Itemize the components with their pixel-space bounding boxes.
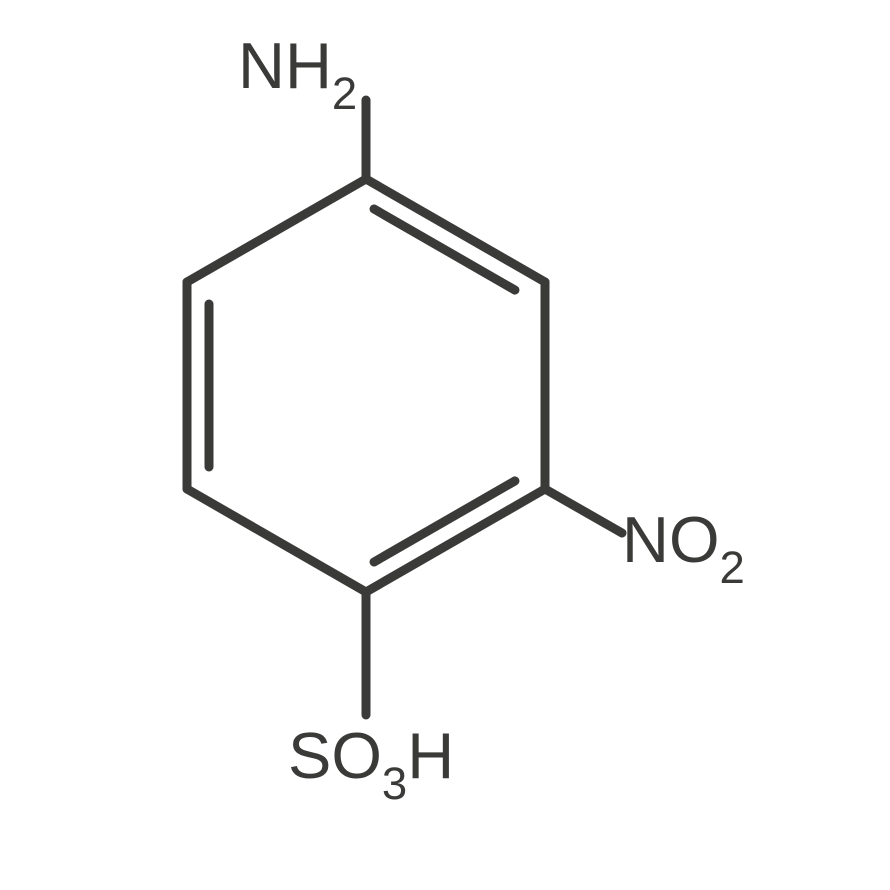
label-so3h: SO3H	[288, 718, 454, 803]
label-no2: NO2	[622, 502, 745, 587]
label-nh2: NH2	[238, 28, 357, 113]
